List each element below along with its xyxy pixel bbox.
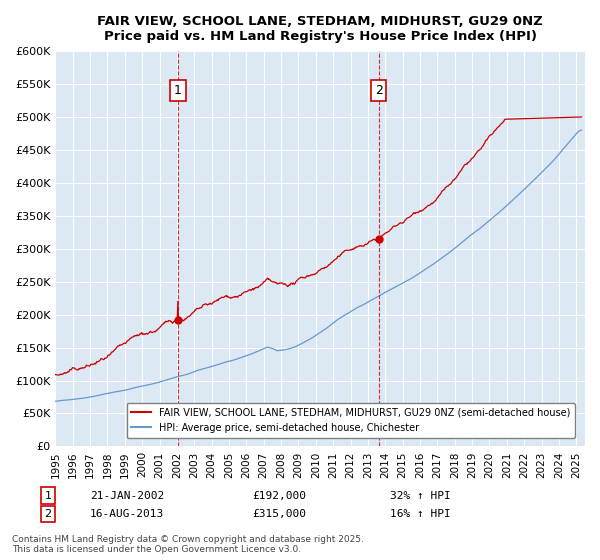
Text: 16% ↑ HPI: 16% ↑ HPI xyxy=(390,509,451,519)
Text: 32% ↑ HPI: 32% ↑ HPI xyxy=(390,491,451,501)
Legend: FAIR VIEW, SCHOOL LANE, STEDHAM, MIDHURST, GU29 0NZ (semi-detached house), HPI: : FAIR VIEW, SCHOOL LANE, STEDHAM, MIDHURS… xyxy=(127,403,575,437)
Text: £192,000: £192,000 xyxy=(252,491,306,501)
Title: FAIR VIEW, SCHOOL LANE, STEDHAM, MIDHURST, GU29 0NZ
Price paid vs. HM Land Regis: FAIR VIEW, SCHOOL LANE, STEDHAM, MIDHURS… xyxy=(97,15,543,43)
Text: 2: 2 xyxy=(44,509,52,519)
Text: £315,000: £315,000 xyxy=(252,509,306,519)
Text: 16-AUG-2013: 16-AUG-2013 xyxy=(90,509,164,519)
Text: 2: 2 xyxy=(375,84,383,97)
Text: Contains HM Land Registry data © Crown copyright and database right 2025.
This d: Contains HM Land Registry data © Crown c… xyxy=(12,535,364,554)
Text: 1: 1 xyxy=(44,491,52,501)
Text: 1: 1 xyxy=(174,84,182,97)
Text: 21-JAN-2002: 21-JAN-2002 xyxy=(90,491,164,501)
